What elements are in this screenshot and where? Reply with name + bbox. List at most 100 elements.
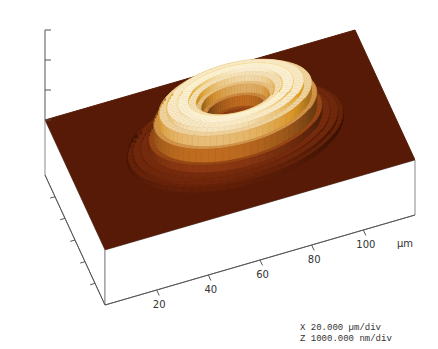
surface-wall [223,134,230,145]
surface-wall [265,172,274,180]
surface-wall [257,76,260,82]
surface-cell [207,122,216,127]
surface-wall [248,75,251,81]
surface-wall [187,135,192,146]
surface-wall [254,68,258,71]
surface-wall [235,85,238,95]
surface-wall [165,142,169,157]
surface-wall [174,145,179,160]
surface-wall [232,97,235,108]
surface-wall [192,136,198,147]
surface-wall [229,146,236,161]
surface-wall [231,77,234,84]
surface-wall [189,149,195,163]
surface-wall [257,84,259,93]
surface-wall [197,127,202,132]
surface-wall [242,96,244,107]
surface-wall [202,149,209,163]
surface-wall [222,147,229,162]
surface-wall [227,98,229,109]
surface-wall [138,175,142,182]
surface-wall [220,101,222,112]
surface-wall [220,89,223,99]
surface-wall [263,76,265,83]
surface-wall [251,96,253,107]
surface-wall [325,139,330,148]
surface-wall [246,84,249,93]
surface [45,30,415,250]
surface-cell [197,173,207,177]
surface-wall [207,165,214,173]
surface-wall [198,136,204,147]
surface-wall [228,183,237,189]
surface-wall [254,75,257,81]
surface-wall [184,148,190,162]
chart: 20406080100µmX 20.000 µm/divZ 1000.000 n… [0,0,438,349]
surface-wall [214,164,221,172]
surface-wall [313,148,319,157]
surface-wall [245,96,247,107]
surface-wall [154,183,160,189]
surface-wall [243,129,250,141]
surface-wall [211,94,213,104]
surface-wall [222,163,230,172]
surface-wall [169,144,173,159]
surface-wall [256,176,265,183]
surface-wall [237,181,246,188]
surface-wall [237,144,244,159]
surface-wall [218,90,221,100]
surface-wall [245,75,248,81]
surface-wall [178,133,183,145]
surface-wall [291,161,299,169]
surface-wall [217,135,224,146]
surface-wall [229,86,232,96]
surface-wall [274,169,283,177]
surface-wall [143,178,148,185]
surface-wall [247,96,249,107]
surface-wall [207,128,213,133]
surface-wall [218,102,220,114]
surface-wall [230,97,232,108]
surface-wall [243,84,246,93]
surface-wall [252,84,255,93]
surface-cell [193,178,204,182]
surface-wall [232,85,235,95]
surface-wall [258,138,265,154]
surface-wall [200,165,207,173]
surface-wall [282,165,290,173]
surface-wall [175,163,181,172]
surface-wall [180,164,186,172]
surface-wall [196,149,202,163]
surface-wall [260,76,263,83]
surface-wall [238,76,241,83]
surface-wall [134,172,138,180]
base-plane [45,30,415,250]
surface-wall [193,165,200,173]
surface-wall [237,96,240,107]
surface-wall [236,131,243,143]
surface-wall [251,140,258,156]
surface-wall [238,84,241,93]
surface-wall [235,96,238,107]
surface-wall [210,136,216,147]
surface-wall [299,157,306,166]
surface-cell [204,132,213,136]
surface-wall [226,87,229,97]
surface-wall [209,149,216,163]
surface-wall [178,147,183,162]
surface-wall [259,85,261,95]
surface-wall [204,136,210,147]
surface-wall [230,133,237,145]
surface-wall [241,84,244,93]
surface-wall [241,76,244,82]
surface-wall [187,165,193,173]
surface-wall [162,140,165,156]
surface-wall [215,148,222,162]
surface-wall [173,131,177,143]
surface-wall [254,84,256,93]
surface-wall [215,91,217,101]
surface-wall [246,178,255,185]
surface-wall [182,134,187,146]
surface-wall [251,68,255,71]
surface-wall [249,96,251,107]
